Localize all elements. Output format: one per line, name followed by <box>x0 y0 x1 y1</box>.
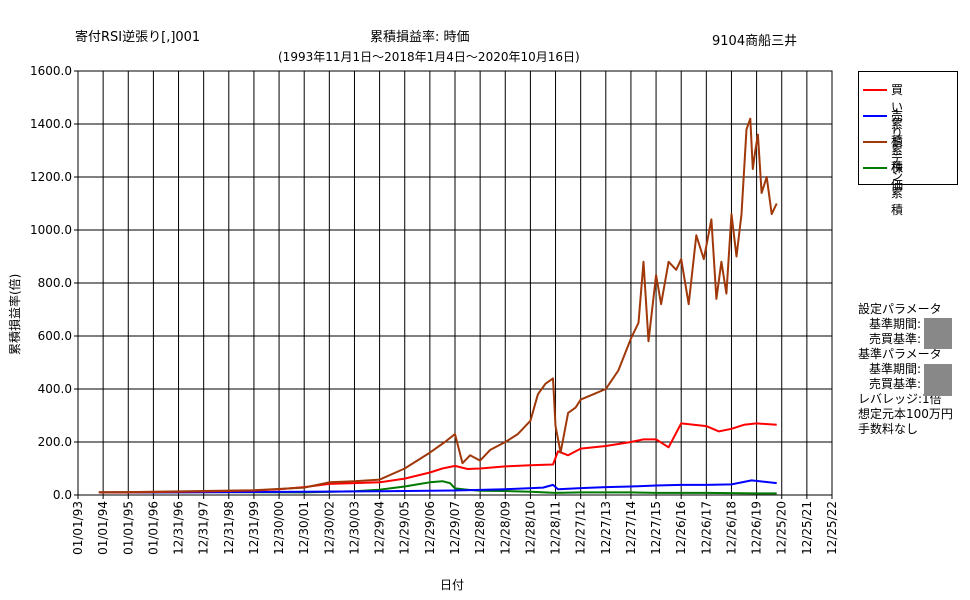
y-axis-ticks: 0.0 200.0 400.0 600.0 800.0 1000.0 1200.0 1400.… <box>30 64 72 502</box>
x-tick-label: 12/30/02 <box>322 501 336 555</box>
x-tick-label: 12/30/03 <box>347 501 361 555</box>
series-line-2 <box>98 117 778 494</box>
x-tick-label: 12/29/07 <box>448 501 462 555</box>
x-tick-label: 12/25/21 <box>800 501 814 555</box>
y-tick-label: 1200.0 <box>30 170 72 184</box>
x-tick-label: 12/30/01 <box>297 501 311 555</box>
x-tick-label: 12/28/09 <box>498 501 512 555</box>
legend-label-price: 株価 <box>891 161 904 192</box>
x-tick-label: 12/27/15 <box>649 501 663 555</box>
x-tick-label: 12/28/11 <box>549 501 563 555</box>
legend-swatch-buy <box>863 89 887 91</box>
x-tick-label: 01/01/96 <box>146 501 160 555</box>
setting-params-header: 設定パラメータ <box>858 302 942 316</box>
x-axis-ticks: 01/01/93 01/01/94 01/01/95 01/01/96 12/31/96… <box>71 501 839 555</box>
legend-swatch-sell <box>863 115 887 117</box>
y-tick-label: 200.0 <box>38 435 72 449</box>
y-axis-label: 累積損益率(倍) <box>8 273 22 355</box>
x-tick-label: 12/29/06 <box>423 501 437 555</box>
x-tick-label: 01/01/93 <box>71 501 85 555</box>
x-tick-label: 12/26/18 <box>724 501 738 555</box>
y-tick-label: 600.0 <box>38 329 72 343</box>
x-tick-label: 12/29/04 <box>373 501 387 555</box>
chart-title: 累積損益率: 時価 <box>370 30 470 45</box>
y-tick-label: 0.0 <box>53 488 72 502</box>
legend-label-buy: 買い累積 <box>891 83 904 148</box>
fees-text: 手数料なし <box>858 422 919 436</box>
redacted-setting-values <box>924 318 952 349</box>
x-tick-label: 12/28/10 <box>523 501 537 555</box>
period-subtitle: (1993年11月1日～2018年1月4日～2020年10月16日) <box>278 50 580 64</box>
base-period-label-2: 基準期間: <box>869 362 922 376</box>
trade-criteria-label: 売買基準: <box>869 332 922 346</box>
x-tick-label: 12/25/20 <box>775 501 789 555</box>
capital-text: 想定元本100万円 <box>858 407 953 421</box>
x-axis-label: 日付 <box>440 578 465 592</box>
x-tick-label: 12/29/05 <box>398 501 412 555</box>
x-tick-label: 12/28/08 <box>473 501 487 555</box>
legend-swatch-price <box>863 167 887 169</box>
y-tick-label: 800.0 <box>38 276 72 290</box>
legend-label-doten: ドテン累積 <box>891 135 904 217</box>
legend-label-sell: 売り累積 <box>891 109 904 174</box>
x-tick-label: 12/30/00 <box>272 501 286 555</box>
strategy-title: 寄付RSI逆張り[,]001 <box>75 30 201 45</box>
y-tick-label: 1400.0 <box>30 117 72 131</box>
x-tick-label: 12/31/99 <box>247 501 261 555</box>
x-tick-label: 12/26/19 <box>750 501 764 555</box>
y-tick-label: 1000.0 <box>30 223 72 237</box>
base-params-header: 基準パラメータ <box>858 347 942 361</box>
x-tick-label: 12/27/14 <box>624 501 638 555</box>
x-tick-label: 12/31/96 <box>172 501 186 555</box>
parameter-panel: 設定パラメータ 基準期間: 売買基準: 基準パラメータ 基準期間: 売買基準: … <box>858 302 953 437</box>
leverage-text: レバレッジ:1倍 <box>858 392 942 406</box>
redacted-base-values <box>924 364 952 396</box>
legend-swatch-doten <box>863 141 887 143</box>
chart-grid <box>74 70 833 499</box>
chart-legend: 買い累積 売り累積 ドテン累積 株価 <box>858 71 958 217</box>
x-tick-label: 01/01/94 <box>96 501 110 555</box>
base-period-label: 基準期間: <box>869 317 922 331</box>
x-tick-label: 12/31/97 <box>197 501 211 555</box>
x-tick-label: 01/01/95 <box>121 501 135 555</box>
x-tick-label: 12/27/12 <box>574 501 588 555</box>
x-tick-label: 12/25/22 <box>825 501 839 555</box>
x-tick-label: 12/26/16 <box>674 501 688 555</box>
y-tick-label: 400.0 <box>38 382 72 396</box>
x-tick-label: 12/27/13 <box>599 501 613 555</box>
trade-criteria-label-2: 売買基準: <box>869 377 922 391</box>
series-line-1 <box>98 479 777 494</box>
stock-name: 9104商船三井 <box>712 34 798 49</box>
series-lines <box>98 117 778 495</box>
y-tick-label: 1600.0 <box>30 64 72 78</box>
x-tick-label: 12/26/17 <box>699 501 713 555</box>
x-tick-label: 12/31/98 <box>222 501 236 555</box>
